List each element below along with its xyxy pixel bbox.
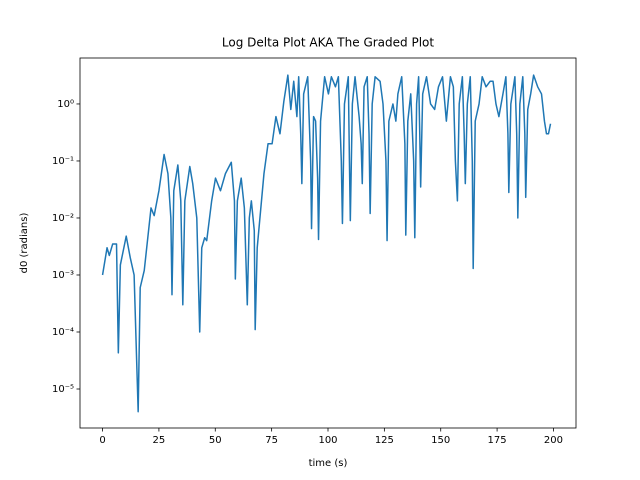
y-tick-label: 10⁻⁴	[52, 327, 74, 338]
x-tick-label: 0	[99, 435, 105, 446]
x-tick-label: 125	[375, 435, 394, 446]
x-tick-label: 100	[318, 435, 337, 446]
data-line	[101, 74, 552, 413]
x-axis-label: time (s)	[309, 458, 348, 469]
x-tick-label: 175	[488, 435, 507, 446]
y-tick-label: 10⁻¹	[52, 156, 74, 167]
x-tick-label: 75	[265, 435, 278, 446]
chart-title: Log Delta Plot AKA The Graded Plot	[222, 36, 434, 50]
y-tick-label: 10⁰	[57, 99, 74, 110]
y-axis-label: d0 (radians)	[19, 213, 30, 274]
x-tick-label: 200	[544, 435, 563, 446]
y-tick-label: 10⁻⁵	[52, 384, 74, 395]
x-tick-label: 25	[153, 435, 166, 446]
y-tick-label: 10⁻³	[52, 270, 74, 281]
x-tick-label: 50	[209, 435, 222, 446]
axes-frame	[79, 57, 577, 429]
y-tick-label: 10⁻²	[52, 213, 74, 224]
x-tick-label: 150	[431, 435, 450, 446]
